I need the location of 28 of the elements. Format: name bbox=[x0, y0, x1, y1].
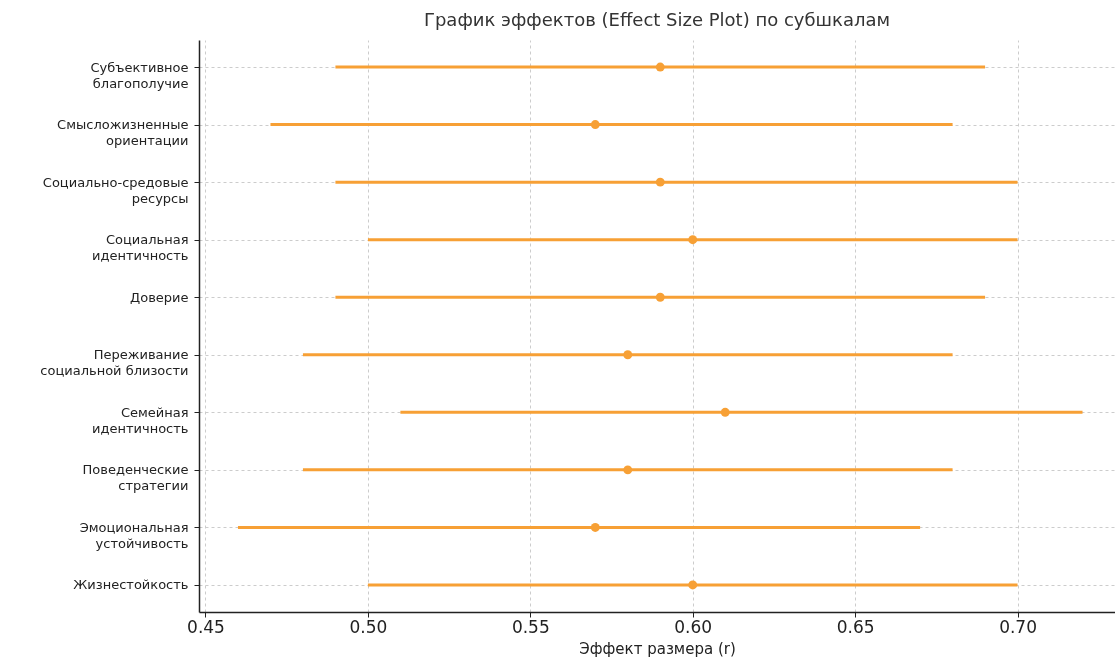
x-tick-label: 0.65 bbox=[836, 616, 875, 637]
point bbox=[720, 407, 730, 417]
point bbox=[590, 120, 600, 130]
point bbox=[688, 235, 698, 245]
point bbox=[655, 62, 665, 72]
x-tick-label: 0.60 bbox=[674, 616, 713, 637]
y-tick-label: Социально-средовые ресурсы bbox=[42, 174, 189, 206]
point bbox=[623, 465, 633, 475]
point bbox=[688, 580, 698, 590]
point bbox=[655, 292, 665, 302]
point bbox=[590, 522, 600, 532]
y-tick-label: Субъективное благополучие bbox=[90, 59, 189, 91]
point bbox=[623, 350, 633, 360]
chart-title: График эффектов (Effect Size Plot) по субшкалам bbox=[423, 9, 891, 30]
y-tick-label: Смысложизненные ориентации bbox=[57, 117, 189, 149]
x-tick-label: 0.50 bbox=[349, 616, 388, 637]
y-tick-label: Доверие bbox=[130, 289, 189, 305]
y-tick-label: Переживание социальной близости bbox=[40, 347, 189, 379]
y-tick-label: Эмоциональная устойчивость bbox=[79, 519, 189, 551]
x-tick-label: 0.45 bbox=[187, 616, 225, 637]
y-tick-label: Семейная идентичность bbox=[92, 404, 189, 436]
x-axis-title: Эффект размера (r) bbox=[579, 639, 736, 658]
y-tick-label: Поведенческие стратегии bbox=[82, 462, 189, 494]
y-tick-label: Жизнестойкость bbox=[73, 577, 189, 593]
x-tick-label: 0.55 bbox=[511, 616, 550, 637]
y-tick-label: Социальная идентичность bbox=[92, 232, 189, 264]
point bbox=[655, 177, 665, 187]
x-tick-label: 0.70 bbox=[999, 616, 1037, 637]
